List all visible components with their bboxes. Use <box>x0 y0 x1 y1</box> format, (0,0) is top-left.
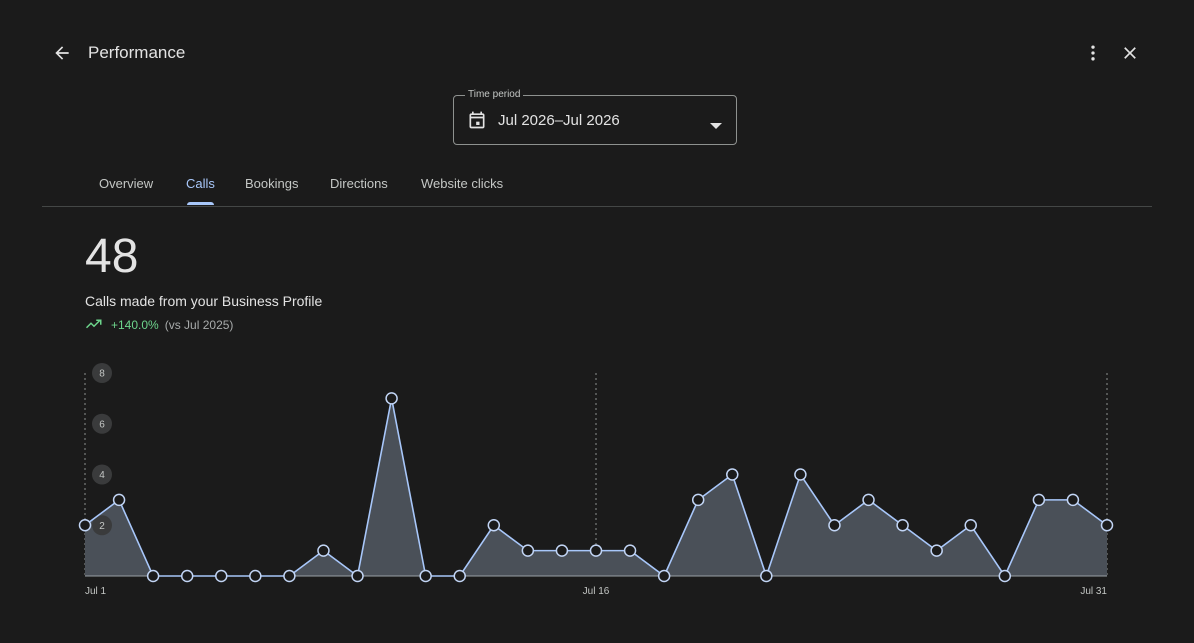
data-point <box>521 544 535 557</box>
change-percentage: +140.0% <box>111 318 159 332</box>
data-point <box>555 544 569 557</box>
data-point <box>487 519 501 532</box>
y-tick-badge <box>92 363 112 383</box>
data-point <box>726 468 739 481</box>
close-button[interactable] <box>1118 41 1142 65</box>
area-fill <box>85 398 1107 576</box>
data-point <box>112 493 126 507</box>
data-point <box>419 569 432 583</box>
y-tick-label: 6 <box>99 419 105 430</box>
data-point <box>385 392 398 405</box>
tab-directions[interactable]: Directions <box>330 176 388 191</box>
calls-chart: 2 4 6 8 Jul 1 Jul 16 Jul 31 <box>78 363 1114 597</box>
y-tick-label: 4 <box>99 470 105 481</box>
metric-description: Calls made from your Business Profile <box>85 293 323 309</box>
time-period-select[interactable]: Time period Jul 2026–Jul 2026 <box>453 88 737 145</box>
data-point <box>828 519 841 532</box>
data-point <box>760 569 773 583</box>
data-point <box>930 544 943 557</box>
data-point <box>623 544 637 557</box>
data-point <box>589 544 603 557</box>
data-point <box>453 569 466 583</box>
time-period-label: Time period <box>465 88 524 102</box>
active-tab-indicator <box>187 202 214 205</box>
y-tick-badge <box>92 515 112 536</box>
y-tick-badge <box>92 464 112 485</box>
data-point <box>1066 493 1080 507</box>
data-point <box>657 569 671 583</box>
trending-up-icon <box>85 318 103 332</box>
y-tick-label: 8 <box>99 369 105 380</box>
data-point <box>180 569 194 583</box>
y-tick-label: 2 <box>99 521 105 532</box>
data-point <box>794 468 807 481</box>
data-point <box>351 569 364 583</box>
data-point <box>1100 519 1114 532</box>
tab-website-clicks[interactable]: Website clicks <box>421 176 504 191</box>
data-point <box>1032 493 1046 507</box>
data-point <box>146 569 160 583</box>
data-point <box>283 569 296 583</box>
data-point <box>317 544 330 557</box>
change-comparison: (vs Jul 2025) <box>164 318 234 332</box>
metric-change: +140.0% (vs Jul 2025) <box>85 318 233 332</box>
calendar-icon <box>467 110 487 135</box>
data-point <box>215 569 228 583</box>
data-point <box>691 493 705 507</box>
tab-overview[interactable]: Overview <box>99 176 154 191</box>
x-tick-label: Jul 16 <box>583 586 610 597</box>
data-point <box>998 569 1012 583</box>
header: Performance <box>0 0 1194 106</box>
arrow-back-icon <box>55 46 69 60</box>
data-point <box>896 519 909 532</box>
dropdown-arrow-icon <box>710 117 722 135</box>
calls-count: 48 <box>85 230 139 283</box>
back-button[interactable] <box>50 41 74 65</box>
x-tick-label: Jul 1 <box>85 586 107 597</box>
data-point <box>78 519 92 532</box>
tab-bookings[interactable]: Bookings <box>245 176 299 191</box>
x-tick-label: Jul 31 <box>1080 586 1107 597</box>
data-point <box>249 569 262 583</box>
close-icon <box>1124 47 1136 59</box>
page-title: Performance <box>88 43 186 62</box>
more-options-button[interactable] <box>1081 41 1105 65</box>
data-point <box>862 493 875 507</box>
time-period-value: Jul 2026–Jul 2026 <box>498 112 620 129</box>
more-vert-icon <box>1091 45 1095 61</box>
y-tick-badge <box>92 413 112 434</box>
data-point <box>964 519 977 532</box>
tab-bar: Overview Calls Bookings Directions Websi… <box>42 160 1152 207</box>
tab-calls[interactable]: Calls <box>186 176 215 191</box>
